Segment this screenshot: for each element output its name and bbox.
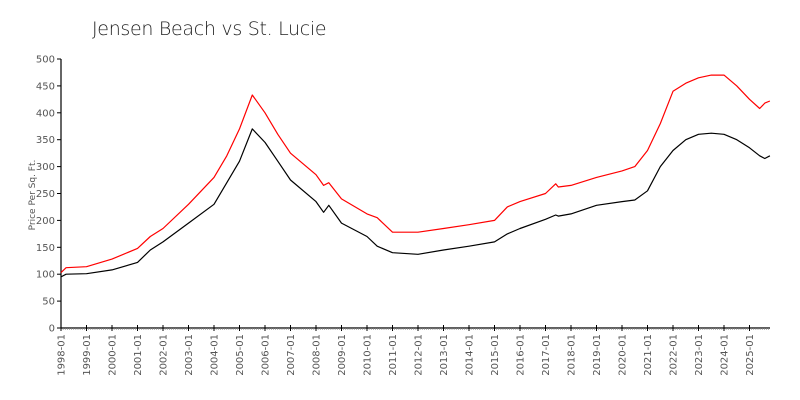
y-axis: 0 50 100 150 200 250 300 350 400 450 500: [36, 55, 62, 335]
x-tick-label: 2018-01: [567, 334, 578, 376]
x-tick-label: 2012-01: [414, 334, 425, 376]
x-tick-label: 2017-01: [541, 334, 552, 376]
x-tick-label: 2020-01: [618, 334, 629, 376]
x-tick-label: 2008-01: [312, 334, 323, 376]
x-tick-label: 2013-01: [439, 334, 450, 376]
y-tick-label: 250: [36, 189, 55, 200]
x-tick-label: 2000-01: [108, 334, 119, 376]
y-tick-label: 300: [36, 162, 55, 173]
x-tick-label: 2016-01: [516, 334, 527, 376]
chart-title: Jensen Beach vs St. Lucie: [92, 18, 327, 40]
x-tick-label: 2024-01: [720, 334, 731, 376]
x-tick-label: 2022-01: [669, 334, 680, 376]
x-tick-label: 2011-01: [388, 334, 399, 376]
series-line-jensen-beach: [60, 74, 771, 274]
x-tick-label: 2021-01: [643, 334, 654, 376]
x-tick-label: 1998-01: [57, 334, 68, 376]
x-tick-label: 2003-01: [184, 334, 195, 376]
x-tick-label: 2019-01: [592, 334, 603, 376]
plot-area: [60, 74, 771, 278]
y-tick-label: 350: [36, 135, 55, 146]
y-tick-label: 450: [36, 81, 55, 92]
x-tick-label: 2005-01: [235, 334, 246, 376]
series-line-st-lucie: [60, 128, 771, 278]
x-tick-label: 2015-01: [490, 334, 501, 376]
x-tick-label: 2006-01: [261, 334, 272, 376]
x-tick-label: 2001-01: [133, 334, 144, 376]
y-tick-label: 100: [36, 270, 55, 281]
y-tick-label: 400: [36, 108, 55, 119]
x-tick-label: 2010-01: [363, 334, 374, 376]
x-axis: 1998-01 1999-01 2000-01 2001-01 2002-01 2003-…: [57, 325, 770, 376]
x-tick-label: 1999-01: [82, 334, 93, 376]
x-tick-label: 2025-01: [745, 334, 756, 376]
y-tick-label: 150: [36, 243, 55, 254]
y-tick-label: 0: [49, 324, 55, 335]
y-tick-label: 500: [36, 55, 55, 66]
x-tick-label: 2002-01: [159, 334, 170, 376]
x-tick-label: 2023-01: [694, 334, 705, 376]
x-tick-label: 2014-01: [465, 334, 476, 376]
x-tick-label: 2009-01: [337, 334, 348, 376]
y-axis-label: Price Per Sq. Ft.: [28, 160, 38, 231]
y-tick-label: 200: [36, 216, 55, 227]
y-tick-label: 50: [42, 297, 55, 308]
x-tick-label: 2004-01: [210, 334, 221, 376]
x-tick-label: 2007-01: [286, 334, 297, 376]
